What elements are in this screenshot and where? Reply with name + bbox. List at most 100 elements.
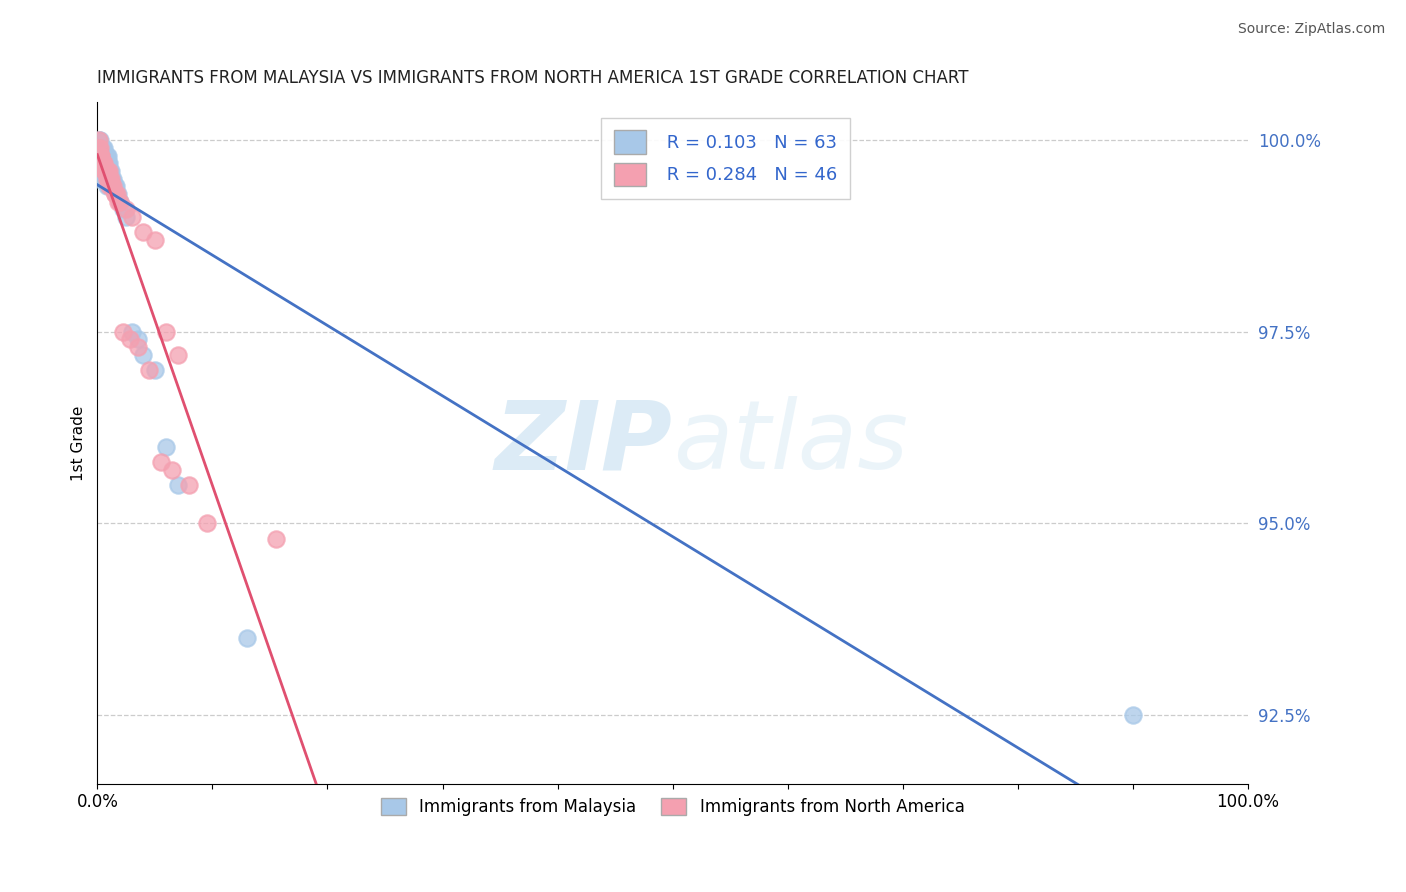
Point xyxy=(149,455,172,469)
Text: Source: ZipAtlas.com: Source: ZipAtlas.com xyxy=(1237,22,1385,37)
Point xyxy=(167,478,190,492)
Point xyxy=(115,210,138,224)
Point xyxy=(90,141,112,155)
Point xyxy=(264,532,287,546)
Point xyxy=(87,171,110,186)
Point xyxy=(91,156,114,170)
Point xyxy=(89,133,111,147)
Point xyxy=(121,210,143,224)
Point xyxy=(127,333,149,347)
Point xyxy=(96,156,118,170)
Point xyxy=(94,156,117,170)
Point xyxy=(167,348,190,362)
Point xyxy=(143,233,166,247)
Point xyxy=(89,164,111,178)
Point xyxy=(87,164,110,178)
Point xyxy=(90,156,112,170)
Point xyxy=(155,325,177,339)
Point xyxy=(110,194,132,209)
Point xyxy=(97,164,120,178)
Point xyxy=(91,156,114,170)
Point xyxy=(96,179,118,194)
Point xyxy=(93,171,115,186)
Point xyxy=(100,171,122,186)
Point xyxy=(90,148,112,162)
Text: atlas: atlas xyxy=(672,396,908,490)
Point xyxy=(91,164,114,178)
Point xyxy=(97,164,120,178)
Point xyxy=(93,156,115,170)
Point xyxy=(118,333,141,347)
Point xyxy=(97,156,120,170)
Point xyxy=(96,164,118,178)
Point xyxy=(87,133,110,147)
Point xyxy=(94,171,117,186)
Point xyxy=(236,631,259,645)
Text: IMMIGRANTS FROM MALAYSIA VS IMMIGRANTS FROM NORTH AMERICA 1ST GRADE CORRELATION : IMMIGRANTS FROM MALAYSIA VS IMMIGRANTS F… xyxy=(97,69,969,87)
Point xyxy=(143,363,166,377)
Point xyxy=(98,171,121,186)
Point xyxy=(104,179,127,194)
Point xyxy=(91,148,114,162)
Point xyxy=(104,179,127,194)
Point xyxy=(96,164,118,178)
Point xyxy=(97,171,120,186)
Point xyxy=(90,148,112,162)
Point xyxy=(89,156,111,170)
Point xyxy=(96,148,118,162)
Point xyxy=(87,133,110,147)
Point xyxy=(87,148,110,162)
Point xyxy=(91,156,114,170)
Legend: Immigrants from Malaysia, Immigrants from North America: Immigrants from Malaysia, Immigrants fro… xyxy=(374,791,972,823)
Y-axis label: 1st Grade: 1st Grade xyxy=(72,405,86,481)
Point xyxy=(100,179,122,194)
Point xyxy=(91,156,114,170)
Point xyxy=(100,164,122,178)
Point xyxy=(155,440,177,454)
Point xyxy=(104,186,127,201)
Point xyxy=(127,340,149,354)
Point xyxy=(93,156,115,170)
Point xyxy=(97,171,120,186)
Point xyxy=(91,156,114,170)
Point xyxy=(89,148,111,162)
Point xyxy=(93,141,115,155)
Point xyxy=(90,156,112,170)
Point xyxy=(91,156,114,170)
Point xyxy=(90,148,112,162)
Point xyxy=(89,148,111,162)
Point xyxy=(97,164,120,178)
Point xyxy=(101,179,124,194)
Point xyxy=(97,179,120,194)
Point xyxy=(96,171,118,186)
Point xyxy=(138,363,160,377)
Point xyxy=(90,156,112,170)
Point xyxy=(90,164,112,178)
Point xyxy=(87,156,110,170)
Point xyxy=(89,141,111,155)
Point xyxy=(104,186,127,201)
Text: ZIP: ZIP xyxy=(495,396,672,490)
Point xyxy=(98,164,121,178)
Point xyxy=(91,164,114,178)
Point xyxy=(101,171,124,186)
Point xyxy=(94,164,117,178)
Point xyxy=(103,179,125,194)
Point xyxy=(89,141,111,155)
Point xyxy=(91,148,114,162)
Point xyxy=(107,186,129,201)
Point xyxy=(115,202,138,217)
Point xyxy=(111,202,134,217)
Point xyxy=(97,148,120,162)
Point xyxy=(111,325,134,339)
Point xyxy=(132,348,155,362)
Point xyxy=(97,156,120,170)
Point xyxy=(195,516,218,531)
Point xyxy=(1122,707,1144,722)
Point xyxy=(93,148,115,162)
Point xyxy=(94,164,117,178)
Point xyxy=(107,194,129,209)
Point xyxy=(94,164,117,178)
Point xyxy=(90,141,112,155)
Point xyxy=(87,141,110,155)
